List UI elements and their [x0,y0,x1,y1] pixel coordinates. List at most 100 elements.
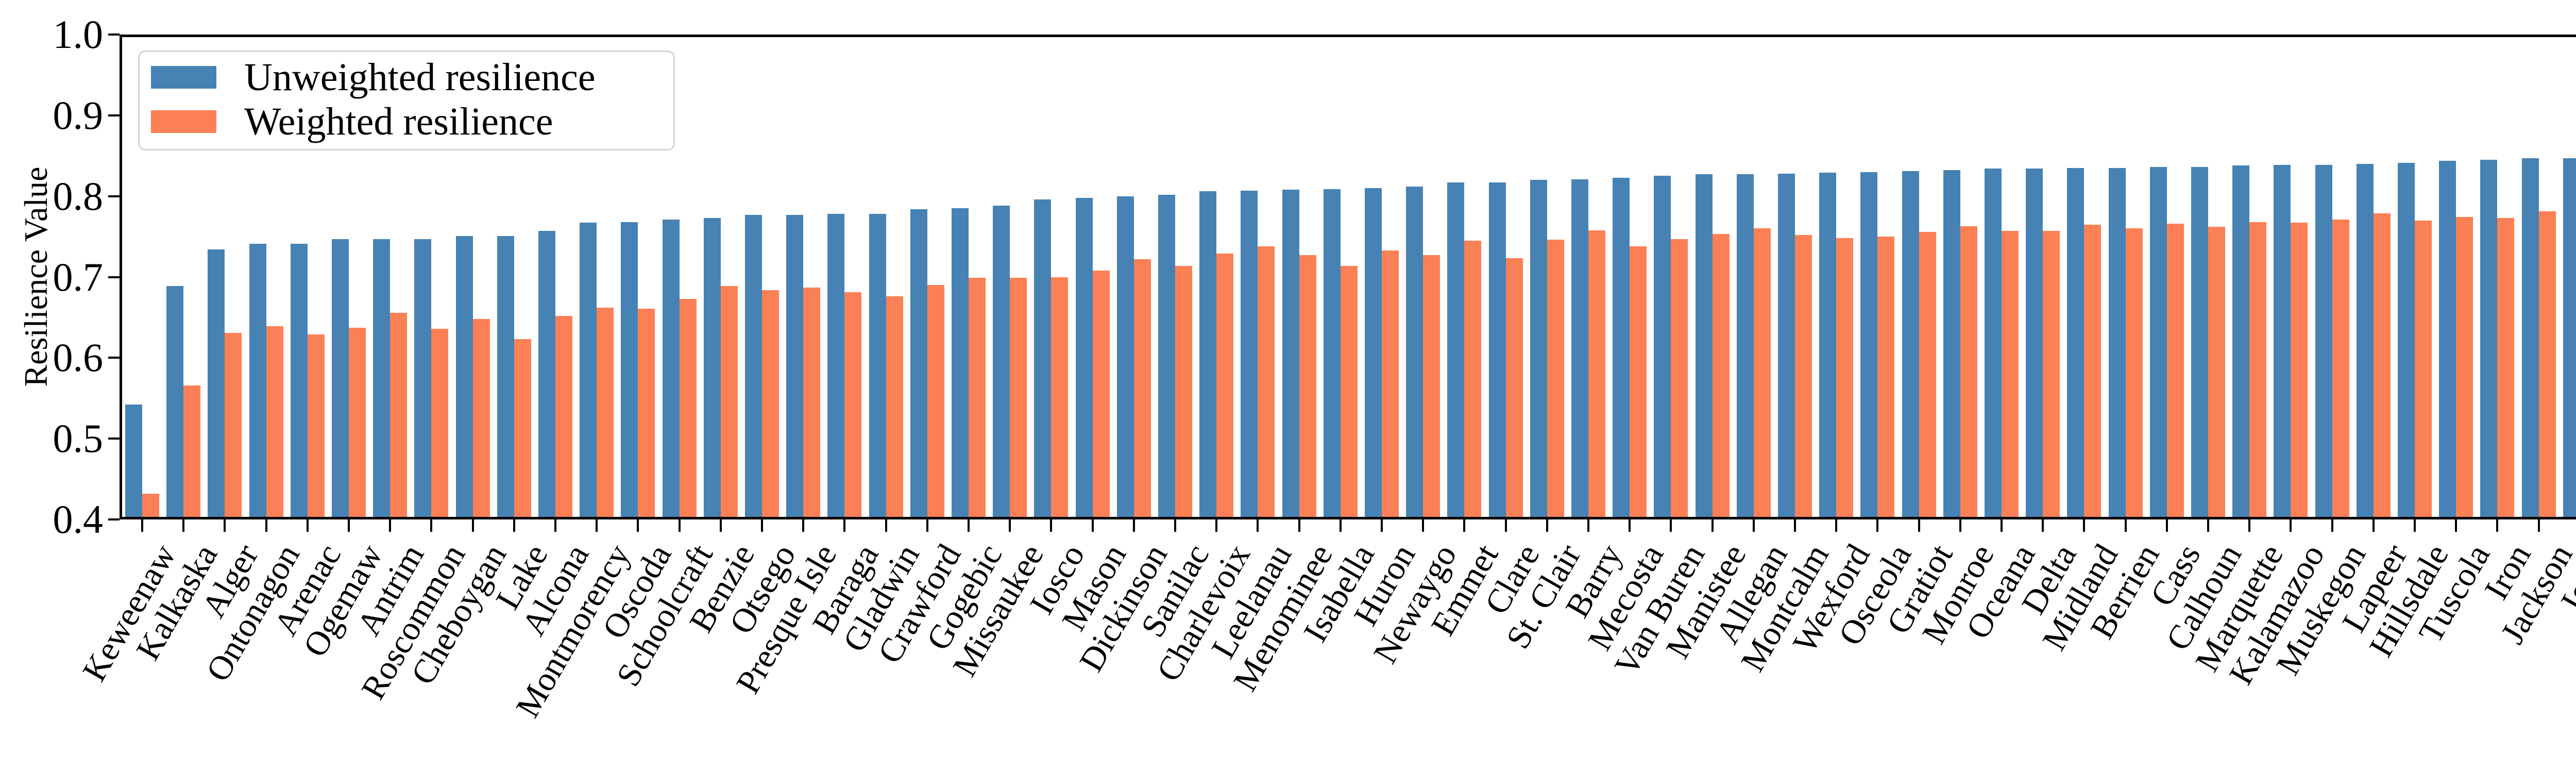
bar-weighted-Gogebic [969,278,986,519]
y-tick-mark [108,195,120,197]
bar-weighted-Clare [1505,258,1523,519]
bar-weighted-Kalkaska [183,385,201,519]
y-tick-mark [108,33,120,36]
bar-weighted-Mecosta [1630,246,1647,519]
y-tick-mark [108,438,120,440]
bar-weighted-Jackson [2538,211,2556,519]
x-tick-mark [1215,519,1218,532]
bar-weighted-Arenac [307,334,325,519]
bar-weighted-Delta [2043,231,2060,519]
bar-weighted-Kalamazoo [2291,223,2308,519]
x-tick-mark [2165,519,2168,532]
bar-weighted-Schoolcraft [679,298,697,519]
bar-weighted-Hillsdale [2415,220,2432,519]
y-tick-label: 0.7 [53,254,104,299]
bar-unweighted-Oceana [1985,169,2002,519]
x-tick-mark [1050,519,1053,532]
x-tick-mark [2331,519,2333,532]
bar-unweighted-Montmorency [580,223,597,519]
bar-unweighted-Gratiot [1902,171,1919,519]
y-tick-mark [108,276,120,278]
x-tick-mark [141,519,143,532]
bar-unweighted-Menominee [1282,190,1299,519]
bar-unweighted-Arenac [290,244,308,519]
x-tick-mark [1752,519,1755,532]
x-tick-mark [1422,519,1425,532]
bar-unweighted-Berrien [2108,167,2126,519]
bar-weighted-Manistee [1712,234,1730,519]
bar-weighted-Gladwin [886,296,903,519]
bar-weighted-Dickinson [1133,259,1151,519]
bar-unweighted-Huron [1365,188,1382,519]
x-tick-mark [2124,519,2127,532]
x-tick-mark [348,519,350,532]
x-tick-mark [265,519,267,532]
bar-unweighted-Van Buren [1654,176,1671,519]
bar-weighted-Keweenaw [142,493,159,519]
bar-unweighted-Otsego [745,214,762,519]
bar-weighted-Ontonagon [266,326,283,519]
bar-weighted-Cass [2166,223,2184,519]
bar-unweighted-St. Clair [1530,180,1547,519]
x-tick-mark [182,519,185,532]
x-tick-mark [1132,519,1135,532]
y-tick-mark [108,518,120,520]
bar-unweighted-Schoolcraft [662,220,680,519]
bar-unweighted-Alger [208,249,225,519]
bar-weighted-Van Buren [1671,239,1688,519]
x-tick-mark [596,519,598,532]
x-tick-mark [2537,519,2540,532]
bar-unweighted-Calhoun [2191,167,2208,519]
bar-unweighted-Hillsdale [2398,163,2415,519]
x-tick-mark [430,519,433,532]
bar-unweighted-Cass [2149,167,2167,519]
y-tick-label: 1.0 [53,12,104,57]
bar-weighted-Menominee [1299,255,1316,519]
x-tick-mark [1009,519,1011,532]
bar-unweighted-Tuscola [2439,160,2456,519]
bar-unweighted-Allegan [1736,174,1754,519]
bar-weighted-Baraga [844,292,862,519]
legend-swatch-unweighted [151,66,216,89]
x-tick-mark [1339,519,1342,532]
bar-weighted-Sanilac [1175,265,1192,519]
bar-weighted-Osceola [1877,237,1895,519]
x-tick-mark [719,519,722,532]
bar-weighted-Wexford [1836,238,1854,519]
bar-weighted-St. Clair [1547,240,1564,519]
bar-weighted-Oceana [2002,231,2019,519]
bar-weighted-Ogemaw [349,328,366,519]
bar-weighted-Gratiot [1919,231,1936,519]
bar-unweighted-Ontonagon [249,244,266,519]
bar-weighted-Alcona [555,315,572,519]
x-tick-mark [1091,519,1094,532]
bar-unweighted-Charlevoix [1199,191,1217,519]
bar-weighted-Cheboygan [472,319,490,519]
y-axis-title: Resilience Value [18,166,54,387]
bar-unweighted-Midland [2067,167,2084,519]
y-tick-label: 0.8 [53,173,104,219]
x-tick-mark [471,519,474,532]
bar-unweighted-Ogemaw [332,239,349,519]
x-tick-mark [885,519,887,532]
x-tick-mark [2290,519,2292,532]
x-tick-mark [968,519,970,532]
x-tick-mark [802,519,805,532]
bar-weighted-Benzie [720,285,738,519]
x-tick-mark [2248,519,2251,532]
bar-unweighted-Roscommon [414,239,432,519]
legend-label-unweighted: Unweighted resilience [244,56,596,99]
bar-weighted-Marquette [2249,222,2267,519]
x-tick-mark [2372,519,2375,532]
bar-unweighted-Alcona [538,231,555,519]
bar-weighted-Lake [514,339,531,519]
bar-unweighted-Iron [2480,160,2498,519]
y-tick-label: 0.5 [53,416,104,461]
bar-weighted-Oscoda [638,308,655,519]
bar-weighted-Presque Isle [803,287,821,519]
bar-unweighted-Muskegon [2315,164,2332,519]
x-tick-mark [1174,519,1176,532]
x-tick-mark [926,519,928,532]
x-tick-mark [2207,519,2209,532]
